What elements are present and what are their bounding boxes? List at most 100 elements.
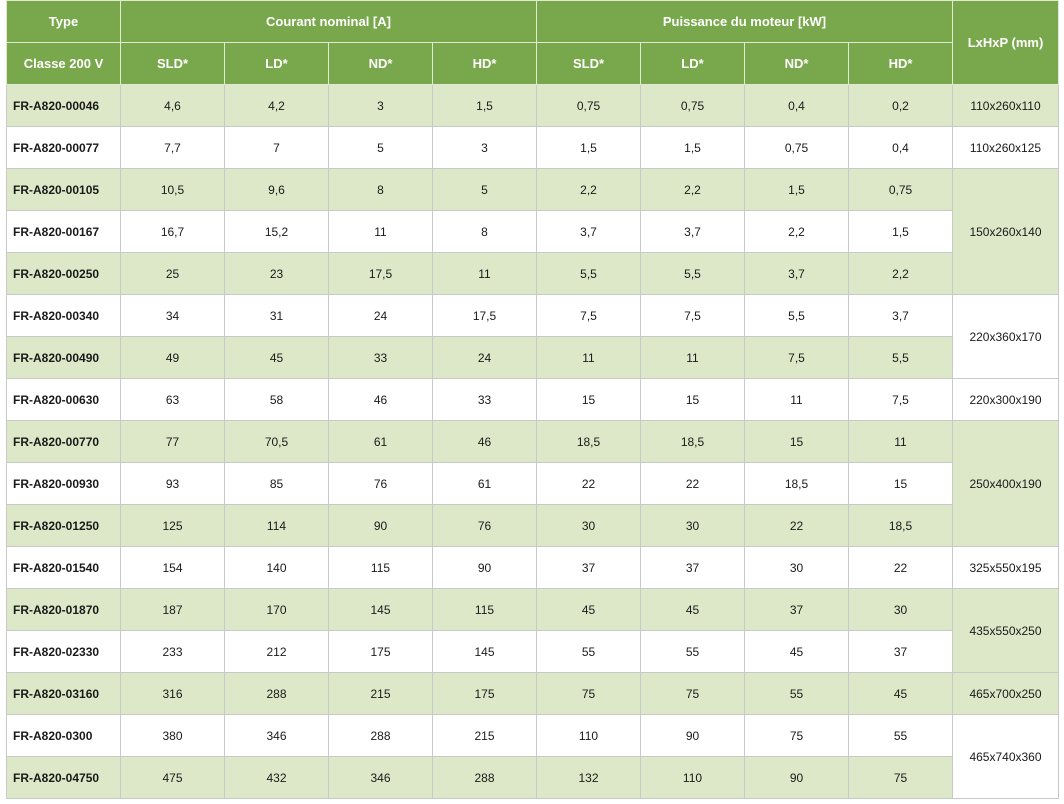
type-cell: FR-A820-01250 [6, 504, 121, 547]
power-nd-cell: 3,7 [744, 252, 849, 295]
power-nd-cell: 18,5 [744, 462, 849, 505]
table-row: FR-A820-00770 77 70,5 61 46 18,5 18,5 15 11 250x4… [6, 420, 1059, 547]
current-hd-cell: 115 [432, 588, 537, 631]
power-sld-cell: 7,5 [536, 294, 641, 337]
current-nd-cell: 115 [328, 546, 433, 589]
power-hd-header: HD* [848, 42, 953, 85]
power-ld-cell: 45 [640, 588, 745, 631]
power-sld-cell: 2,2 [536, 168, 641, 211]
current-nd-cell: 215 [328, 672, 433, 715]
power-nd-cell: 1,5 [744, 168, 849, 211]
power-hd-cell: 15 [848, 462, 953, 505]
current-hd-cell: 17,5 [432, 294, 537, 337]
power-ld-cell: 22 [640, 462, 745, 505]
power-ld-cell: 15 [640, 378, 745, 421]
power-sld-cell: 3,7 [536, 210, 641, 253]
power-sld-cell: 110 [536, 714, 641, 757]
current-ld-cell: 212 [224, 630, 329, 673]
type-header: Type [6, 0, 121, 43]
type-cell: FR-A820-00930 [6, 462, 121, 505]
current-ld-cell: 70,5 [224, 420, 329, 463]
current-nd-cell: 5 [328, 126, 433, 169]
power-sld-cell: 75 [536, 672, 641, 715]
power-hd-cell: 11 [848, 420, 953, 463]
current-nd-cell: 175 [328, 630, 433, 673]
power-ld-cell: 37 [640, 546, 745, 589]
power-hd-cell: 3,7 [848, 294, 953, 337]
power-ld-cell: 0,75 [640, 84, 745, 127]
type-cell: FR-A820-00490 [6, 336, 121, 379]
power-ld-cell: 3,7 [640, 210, 745, 253]
dimensions-cell: 250x400x190 [952, 420, 1059, 547]
power-hd-cell: 37 [848, 630, 953, 673]
current-ld-cell: 432 [224, 756, 329, 799]
current-hd-cell: 8 [432, 210, 537, 253]
power-sld-cell: 22 [536, 462, 641, 505]
table-row: FR-A820-00250 25 23 17,5 11 5,5 5,5 3,7 2,2 [6, 252, 1059, 295]
table-row: FR-A820-00046 4,6 4,2 3 1,5 0,75 0,75 0,4 0,2 110… [6, 84, 1059, 127]
current-hd-cell: 46 [432, 420, 537, 463]
type-cell: FR-A820-00046 [6, 84, 121, 127]
current-ld-header: LD* [224, 42, 329, 85]
current-sld-cell: 154 [120, 546, 225, 589]
table-row: FR-A820-01250 125 114 90 76 30 30 22 18,5 [6, 504, 1059, 547]
current-nd-cell: 76 [328, 462, 433, 505]
current-ld-cell: 114 [224, 504, 329, 547]
power-nd-cell: 0,75 [744, 126, 849, 169]
type-cell: FR-A820-00770 [6, 420, 121, 463]
type-cell: FR-A820-01540 [6, 546, 121, 589]
current-hd-cell: 5 [432, 168, 537, 211]
dimensions-header: LxHxP (mm) [952, 0, 1059, 85]
current-nd-cell: 3 [328, 84, 433, 127]
power-hd-cell: 30 [848, 588, 953, 631]
current-hd-cell: 288 [432, 756, 537, 799]
current-hd-cell: 215 [432, 714, 537, 757]
type-cell: FR-A820-00250 [6, 252, 121, 295]
current-hd-header: HD* [432, 42, 537, 85]
power-sld-cell: 45 [536, 588, 641, 631]
current-sld-cell: 233 [120, 630, 225, 673]
type-cell: FR-A820-0300 [6, 714, 121, 757]
current-ld-cell: 58 [224, 378, 329, 421]
current-sld-cell: 125 [120, 504, 225, 547]
current-sld-cell: 380 [120, 714, 225, 757]
current-nd-cell: 46 [328, 378, 433, 421]
power-sld-cell: 15 [536, 378, 641, 421]
current-sld-cell: 25 [120, 252, 225, 295]
power-nd-cell: 37 [744, 588, 849, 631]
current-sld-cell: 475 [120, 756, 225, 799]
current-hd-cell: 24 [432, 336, 537, 379]
current-sld-cell: 7,7 [120, 126, 225, 169]
power-sld-header: SLD* [536, 42, 641, 85]
power-nd-cell: 5,5 [744, 294, 849, 337]
power-ld-cell: 90 [640, 714, 745, 757]
current-ld-cell: 31 [224, 294, 329, 337]
table-row: FR-A820-02330 233 212 175 145 55 55 45 37 [6, 630, 1059, 673]
current-hd-cell: 1,5 [432, 84, 537, 127]
power-nd-cell: 30 [744, 546, 849, 589]
power-sld-cell: 37 [536, 546, 641, 589]
power-nd-cell: 75 [744, 714, 849, 757]
table-row: FR-A820-00490 49 45 33 24 11 11 7,5 5,5 [6, 336, 1059, 379]
power-sld-cell: 0,75 [536, 84, 641, 127]
class-header: Classe 200 V [6, 42, 121, 85]
current-sld-cell: 63 [120, 378, 225, 421]
type-cell: FR-A820-03160 [6, 672, 121, 715]
table-row: FR-A820-04750 475 432 346 288 132 110 90 75 [6, 756, 1059, 799]
current-nd-cell: 33 [328, 336, 433, 379]
power-hd-cell: 55 [848, 714, 953, 757]
header-row-columns: Classe 200 V SLD* LD* ND* HD* SLD* LD* N… [6, 42, 1059, 85]
power-ld-cell: 2,2 [640, 168, 745, 211]
current-ld-cell: 9,6 [224, 168, 329, 211]
current-nd-cell: 61 [328, 420, 433, 463]
power-nd-cell: 55 [744, 672, 849, 715]
power-hd-cell: 18,5 [848, 504, 953, 547]
power-ld-cell: 18,5 [640, 420, 745, 463]
power-hd-cell: 2,2 [848, 252, 953, 295]
current-sld-cell: 4,6 [120, 84, 225, 127]
power-sld-cell: 132 [536, 756, 641, 799]
type-cell: FR-A820-01870 [6, 588, 121, 631]
power-ld-cell: 55 [640, 630, 745, 673]
power-nd-cell: 0,4 [744, 84, 849, 127]
table-row: FR-A820-00105 10,5 9,6 8 5 2,2 2,2 1,5 0,75 150x2… [6, 168, 1059, 295]
